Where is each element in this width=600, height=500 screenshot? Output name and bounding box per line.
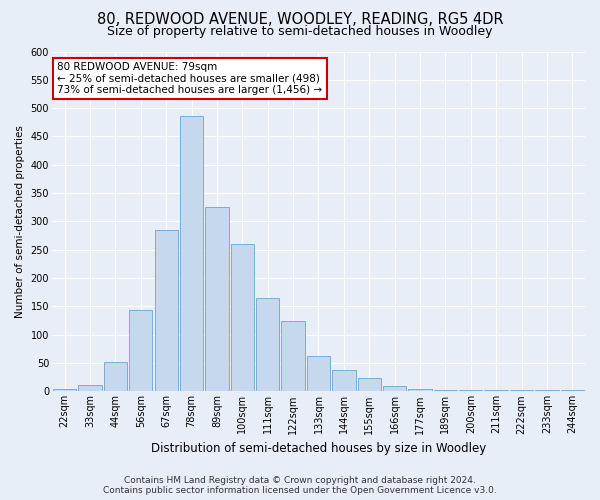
Bar [180, 116, 203, 392]
Bar [53, 388, 76, 392]
Bar [307, 356, 330, 392]
Bar [205, 208, 229, 392]
Bar [155, 230, 178, 392]
Y-axis label: Number of semi-detached properties: Number of semi-detached properties [15, 125, 25, 318]
X-axis label: Distribution of semi-detached houses by size in Woodley: Distribution of semi-detached houses by … [151, 442, 486, 455]
Bar [484, 390, 508, 392]
Bar [358, 378, 381, 392]
Bar [560, 390, 584, 392]
Bar [535, 390, 559, 392]
Bar [104, 362, 127, 392]
Bar [79, 384, 102, 392]
Text: 80 REDWOOD AVENUE: 79sqm
← 25% of semi-detached houses are smaller (498)
73% of : 80 REDWOOD AVENUE: 79sqm ← 25% of semi-d… [57, 62, 322, 95]
Text: Contains HM Land Registry data © Crown copyright and database right 2024.
Contai: Contains HM Land Registry data © Crown c… [103, 476, 497, 495]
Bar [332, 370, 356, 392]
Bar [510, 390, 533, 392]
Bar [129, 310, 152, 392]
Text: Size of property relative to semi-detached houses in Woodley: Size of property relative to semi-detach… [107, 25, 493, 38]
Bar [281, 320, 305, 392]
Bar [459, 390, 482, 392]
Bar [230, 244, 254, 392]
Bar [409, 388, 431, 392]
Bar [256, 298, 280, 392]
Text: 80, REDWOOD AVENUE, WOODLEY, READING, RG5 4DR: 80, REDWOOD AVENUE, WOODLEY, READING, RG… [97, 12, 503, 28]
Bar [434, 390, 457, 392]
Bar [383, 386, 406, 392]
